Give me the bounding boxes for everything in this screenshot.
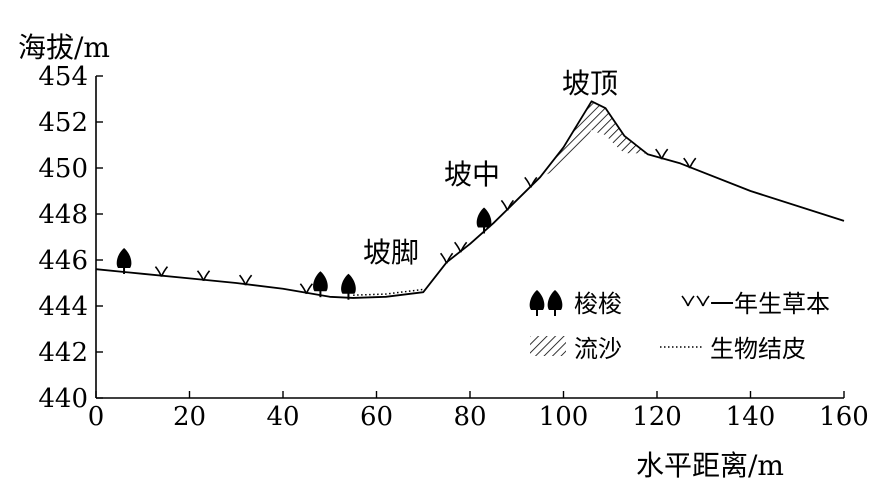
marker-layer (116, 148, 697, 300)
x-tick-label: 160 (819, 402, 869, 432)
legend-suosuo-label: 梭梭 (574, 290, 622, 318)
y-tick-label: 450 (38, 154, 88, 184)
suosuo-tree-icon (476, 207, 492, 234)
x-tick-label: 120 (632, 402, 682, 432)
y-tick-label: 448 (38, 200, 88, 230)
x-tick-label: 80 (453, 402, 486, 432)
x-tick-label: 40 (266, 402, 299, 432)
herb-icon (500, 199, 515, 211)
x-tick-label: 0 (88, 402, 105, 432)
slope-top-label: 坡顶 (562, 67, 618, 100)
y-tick-label: 444 (38, 292, 88, 322)
terrain-profile-line (95, 100, 845, 299)
y-tick-label: 446 (38, 246, 88, 276)
legend: 梭梭 一年生草本 流沙 生物结皮 (529, 290, 830, 363)
legend-crust-label: 生物结皮 (710, 335, 806, 363)
suosuo-tree-icon (313, 271, 328, 298)
herb-icon (696, 295, 710, 307)
legend-herb-label: 一年生草本 (710, 290, 830, 318)
sand-region (540, 100, 662, 178)
herb-icon (681, 295, 695, 307)
slope-middle-label: 坡中 (444, 158, 500, 191)
herb-icon (196, 270, 211, 282)
herb-icon (683, 157, 697, 169)
x-tick-label: 140 (726, 402, 776, 432)
herb-icon (655, 148, 669, 160)
herb-icon (524, 176, 538, 188)
profile-layer (95, 100, 845, 299)
herb-icon (454, 241, 468, 253)
y-axis-label: 海拔/m (18, 31, 110, 64)
sand-hatch-swatch (530, 336, 566, 356)
x-tick-label: 20 (173, 402, 206, 432)
suosuo-tree-icon (529, 290, 545, 316)
suosuo-tree-icon (529, 290, 563, 316)
herb-icon (299, 283, 313, 295)
y-tick-label: 452 (38, 108, 88, 138)
x-tick-label: 60 (360, 402, 393, 432)
y-tick-label: 454 (38, 62, 88, 92)
herb-icon (154, 266, 169, 277)
y-tick-label: 440 (38, 384, 88, 414)
x-tick-label: 100 (539, 402, 589, 432)
legend-sand-label: 流沙 (574, 335, 622, 363)
suosuo-tree-icon (341, 273, 356, 300)
y-tick-label: 442 (38, 338, 88, 368)
herb-icon (681, 295, 710, 307)
suosuo-tree-icon (116, 247, 132, 274)
suosuo-tree-icon (547, 290, 563, 316)
x-axis-label: 水平距离/m (636, 449, 784, 482)
slope-foot-label: 坡脚 (363, 236, 419, 269)
herb-icon (440, 252, 454, 264)
herb-icon (238, 274, 253, 286)
region-layer (353, 100, 662, 296)
